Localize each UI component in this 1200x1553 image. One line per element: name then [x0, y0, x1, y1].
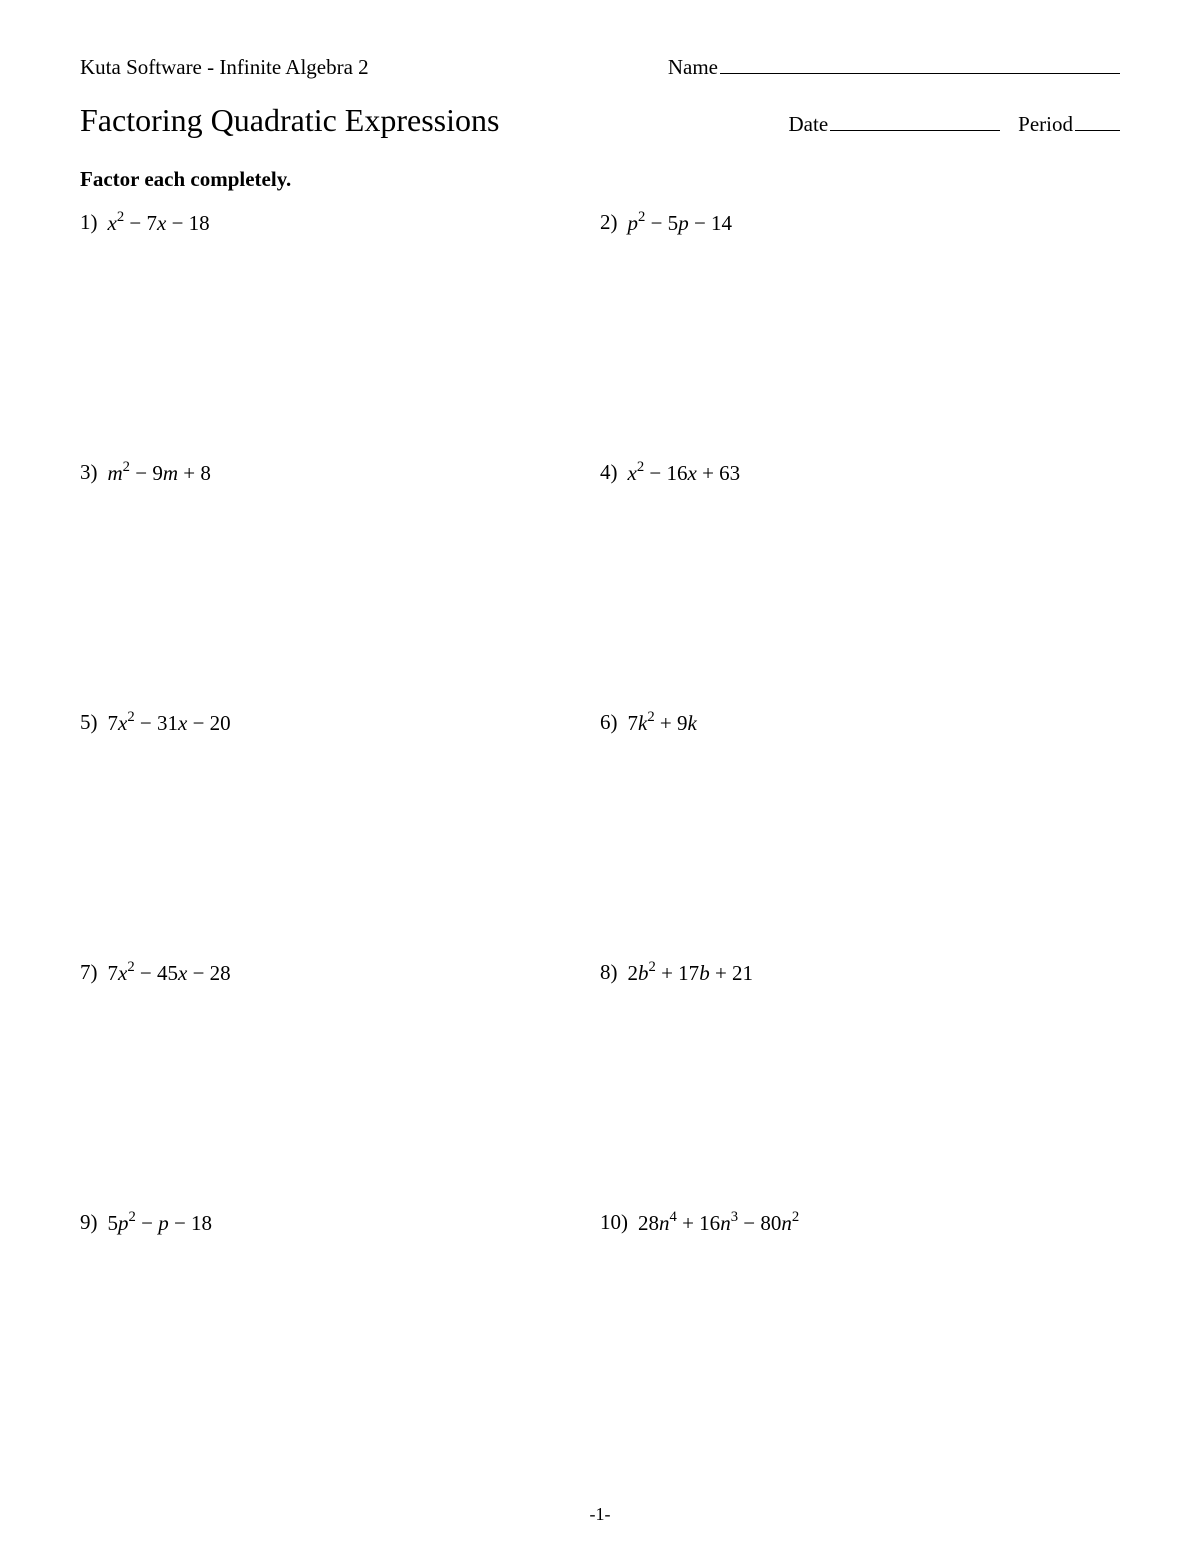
problem-3: 3) m2 − 9m + 8: [80, 460, 600, 710]
title-row: Factoring Quadratic Expressions Date Per…: [80, 102, 1120, 139]
problem-1: 1) x2 − 7x − 18: [80, 210, 600, 460]
problem-number: 10): [600, 1210, 628, 1235]
problem-expression: m2 − 9m + 8: [108, 460, 211, 486]
problem-number: 6): [600, 710, 618, 735]
problem-number: 3): [80, 460, 98, 485]
name-label: Name: [668, 55, 718, 80]
problem-number: 4): [600, 460, 618, 485]
problem-2: 2) p2 − 5p − 14: [600, 210, 1120, 460]
date-period-field: Date Period: [789, 112, 1120, 137]
problem-number: 5): [80, 710, 98, 735]
problem-5: 5) 7x2 − 31x − 20: [80, 710, 600, 960]
problem-expression: x2 − 16x + 63: [628, 460, 741, 486]
problem-row: 9) 5p2 − p − 18 10) 28n4 + 16n3 − 80n2: [80, 1210, 1120, 1460]
period-blank-line[interactable]: [1075, 112, 1120, 131]
problem-expression: 7x2 − 45x − 28: [108, 960, 231, 986]
software-label: Kuta Software - Infinite Algebra 2: [80, 55, 369, 80]
problem-expression: x2 − 7x − 18: [108, 210, 210, 236]
problem-number: 7): [80, 960, 98, 985]
name-field: Name: [668, 55, 1120, 80]
problem-number: 2): [600, 210, 618, 235]
problem-9: 9) 5p2 − p − 18: [80, 1210, 600, 1460]
instruction-text: Factor each completely.: [80, 167, 1120, 192]
period-label: Period: [1018, 112, 1073, 137]
problems-grid: 1) x2 − 7x − 18 2) p2 − 5p − 14 3) m2 − …: [80, 210, 1120, 1460]
problem-expression: 5p2 − p − 18: [108, 1210, 213, 1236]
name-blank-line[interactable]: [720, 55, 1120, 74]
problem-expression: 7x2 − 31x − 20: [108, 710, 231, 736]
problem-row: 3) m2 − 9m + 8 4) x2 − 16x + 63: [80, 460, 1120, 710]
problem-expression: 2b2 + 17b + 21: [628, 960, 754, 986]
header-row: Kuta Software - Infinite Algebra 2 Name: [80, 55, 1120, 80]
problem-number: 9): [80, 1210, 98, 1235]
problem-10: 10) 28n4 + 16n3 − 80n2: [600, 1210, 1120, 1460]
problem-number: 1): [80, 210, 98, 235]
problem-6: 6) 7k2 + 9k: [600, 710, 1120, 960]
problem-expression: 28n4 + 16n3 − 80n2: [638, 1210, 799, 1236]
problem-expression: 7k2 + 9k: [628, 710, 697, 736]
worksheet-title: Factoring Quadratic Expressions: [80, 102, 499, 139]
problem-row: 5) 7x2 − 31x − 20 6) 7k2 + 9k: [80, 710, 1120, 960]
problem-row: 7) 7x2 − 45x − 28 8) 2b2 + 17b + 21: [80, 960, 1120, 1210]
problem-8: 8) 2b2 + 17b + 21: [600, 960, 1120, 1210]
problem-expression: p2 − 5p − 14: [628, 210, 733, 236]
problem-row: 1) x2 − 7x − 18 2) p2 − 5p − 14: [80, 210, 1120, 460]
problem-7: 7) 7x2 − 45x − 28: [80, 960, 600, 1210]
date-label: Date: [789, 112, 829, 137]
problem-number: 8): [600, 960, 618, 985]
problem-4: 4) x2 − 16x + 63: [600, 460, 1120, 710]
worksheet-page: Kuta Software - Infinite Algebra 2 Name …: [0, 0, 1200, 1553]
date-blank-line[interactable]: [830, 112, 1000, 131]
page-footer: -1-: [0, 1504, 1200, 1525]
